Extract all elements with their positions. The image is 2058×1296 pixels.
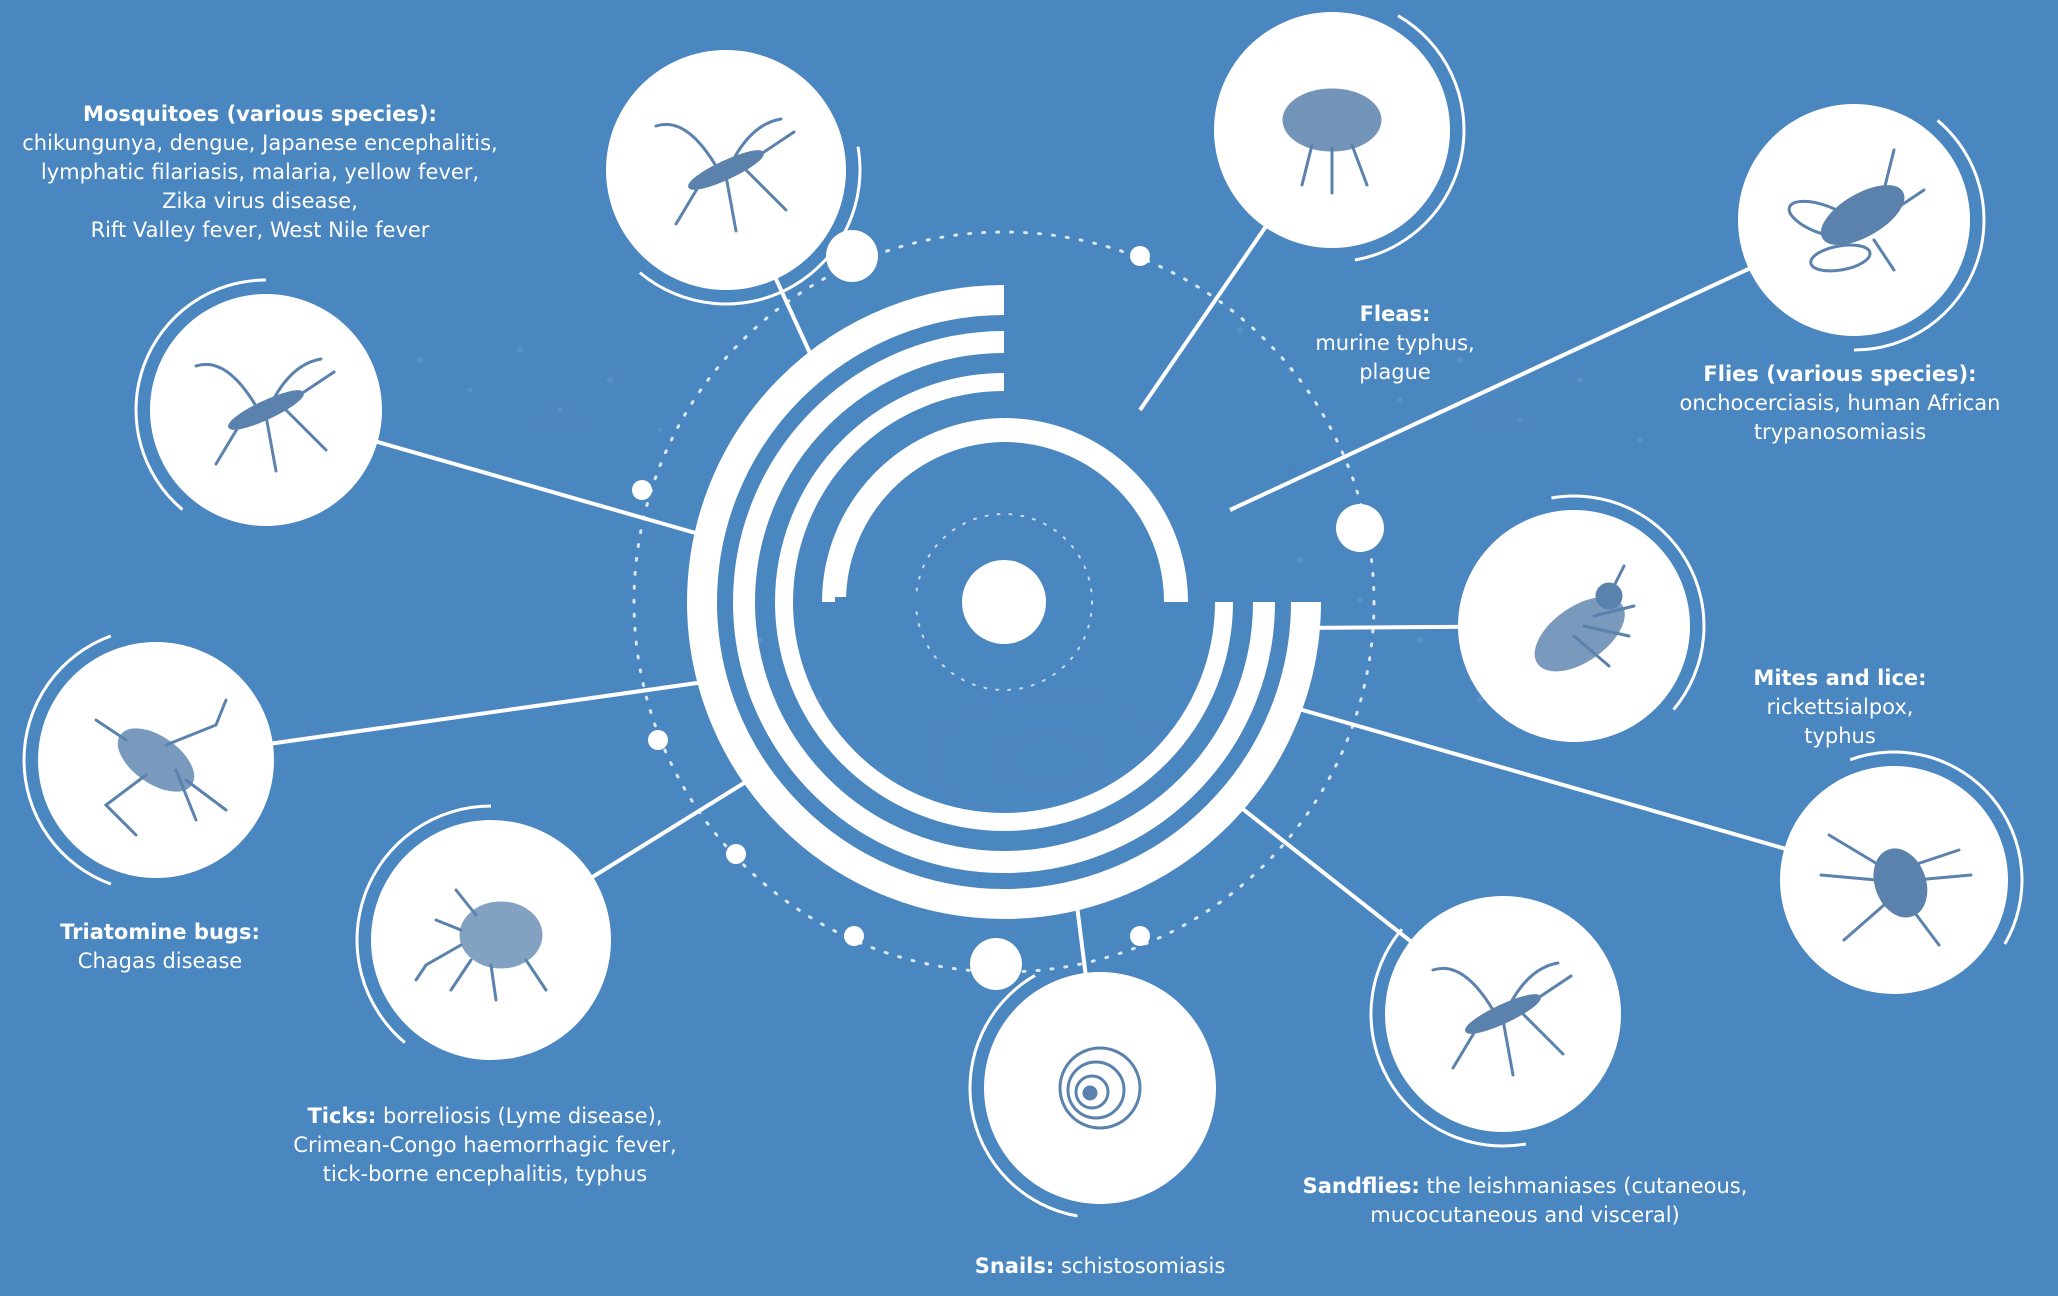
- triatomine-bug-icon: [94, 698, 228, 837]
- label-mites-lice-line: rickettsialpox,: [1766, 695, 1914, 719]
- label-snails-line: schistosomiasis: [1060, 1254, 1226, 1278]
- label-flies-title: Flies (various species):: [1703, 362, 1977, 386]
- fly-icon: [1787, 148, 1926, 273]
- label-ticks-line: tick-borne encephalitis, typhus: [322, 1162, 648, 1186]
- label-mosquitoes-line: lymphatic filariasis, malaria, yellow fe…: [40, 160, 480, 184]
- circle-outer-arc: [1849, 750, 2024, 945]
- label-mites-lice-line: typhus: [1804, 724, 1876, 748]
- vector-circles: [22, 12, 2024, 1218]
- label-flies: Flies (various species): onchocerciasis,…: [1640, 360, 2040, 447]
- label-sandflies: Sandflies: the leishmaniases (cutaneous,…: [1260, 1172, 1790, 1230]
- vector-circle-mites: [1780, 750, 2024, 994]
- vector-circle-fleas: [1214, 12, 1466, 262]
- label-fleas-line: plague: [1359, 360, 1431, 384]
- vector-circle-ticks: [355, 804, 611, 1060]
- label-fleas-line: murine typhus,: [1315, 331, 1475, 355]
- label-ticks-title: Ticks:: [307, 1104, 377, 1128]
- label-mites-lice-title: Mites and lice:: [1753, 666, 1927, 690]
- label-flies-line: trypanosomiasis: [1753, 420, 1927, 444]
- label-mosquitoes-line: Rift Valley fever, West Nile fever: [90, 218, 430, 242]
- mite-icon: [1819, 833, 1973, 947]
- label-mosquitoes-title: Mosquitoes (various species):: [83, 102, 437, 126]
- circle-background: [984, 972, 1216, 1204]
- label-snails: Snails: schistosomiasis: [900, 1252, 1300, 1281]
- label-sandflies-line: mucocutaneous and visceral): [1370, 1203, 1680, 1227]
- label-snails-title: Snails:: [974, 1254, 1055, 1278]
- world-map-background: [330, 290, 1760, 910]
- circle-outer-arc: [1369, 928, 1527, 1148]
- label-triatomine: Triatomine bugs: Chagas disease: [20, 918, 300, 976]
- vector-circle-sandflies: [1369, 896, 1621, 1148]
- snail-icon: [1058, 1046, 1142, 1130]
- label-sandflies-line: the leishmaniases (cutaneous,: [1426, 1174, 1748, 1198]
- vector-circle-flies: [1738, 104, 1986, 352]
- flea-icon: [1282, 88, 1382, 195]
- louse-icon: [1534, 564, 1636, 672]
- circle-outer-arc: [1551, 494, 1706, 711]
- circle-outer-arc: [22, 634, 112, 886]
- label-ticks-line: borreliosis (Lyme disease),: [383, 1104, 663, 1128]
- vector-circle-mites-lice: [1458, 494, 1706, 742]
- label-triatomine-title: Triatomine bugs:: [60, 920, 260, 944]
- label-mosquitoes-line: chikungunya, dengue, Japanese encephalit…: [22, 131, 498, 155]
- center-dot: [962, 560, 1046, 644]
- label-fleas: Fleas: murine typhus, plague: [1240, 300, 1550, 387]
- vector-circle-snails: [968, 972, 1216, 1218]
- label-mosquitoes: Mosquitoes (various species): chikunguny…: [0, 100, 520, 245]
- anopheles-mosquito-icon: [194, 357, 336, 473]
- circle-outer-arc: [1354, 14, 1466, 262]
- label-mites-lice: Mites and lice: rickettsialpox, typhus: [1720, 664, 1960, 751]
- circle-outer-arc: [968, 974, 1078, 1218]
- label-fleas-title: Fleas:: [1359, 302, 1431, 326]
- label-sandflies-title: Sandflies:: [1302, 1174, 1420, 1198]
- circle-outer-arc: [1853, 119, 1986, 352]
- mosquito-icon: [654, 117, 796, 233]
- vector-circle-mosquitoes-top: [606, 50, 862, 306]
- label-flies-line: onchocerciasis, human African: [1679, 391, 2001, 415]
- center-emblem: [687, 285, 1321, 919]
- vector-circle-triatomine: [22, 634, 274, 886]
- outer-dotted-ring: [632, 230, 1376, 974]
- label-ticks: Ticks: borreliosis (Lyme disease), Crime…: [250, 1102, 720, 1189]
- circle-outer-arc: [638, 146, 862, 306]
- label-mosquitoes-line: Zika virus disease,: [162, 189, 358, 213]
- label-ticks-line: Crimean-Congo haemorrhagic fever,: [293, 1133, 677, 1157]
- circle-outer-arc: [355, 804, 492, 1044]
- sandfly-icon: [1431, 961, 1573, 1077]
- circle-outer-arc: [134, 278, 267, 511]
- vector-circle-mosquitoes-left: [134, 278, 382, 526]
- label-triatomine-line: Chagas disease: [77, 949, 243, 973]
- tick-icon: [414, 888, 548, 1002]
